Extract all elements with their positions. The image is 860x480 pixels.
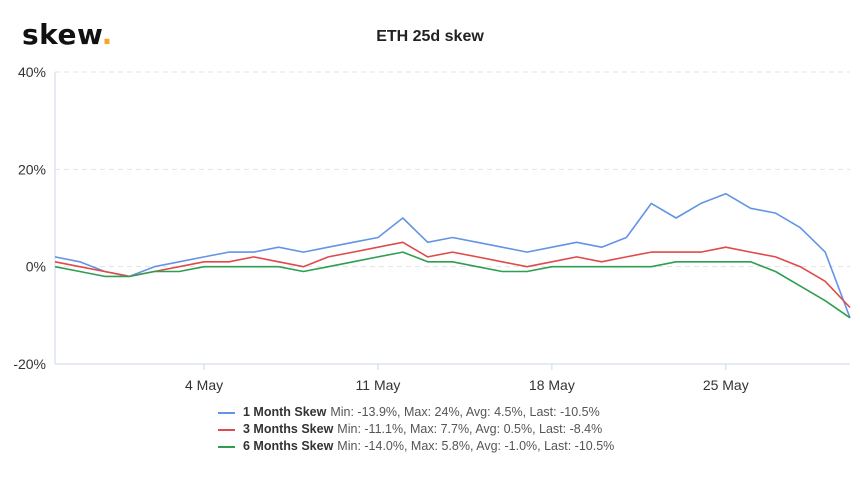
- logo-dot: .: [101, 18, 113, 51]
- x-tick-label: 18 May: [529, 377, 575, 393]
- legend-series-stats: Min: -14.0%, Max: 5.8%, Avg: -1.0%, Last…: [337, 439, 615, 453]
- y-tick-label: 40%: [18, 64, 46, 80]
- y-tick-label: 0%: [26, 259, 46, 275]
- y-tick-label: 20%: [18, 161, 46, 177]
- legend-series-stats: Min: -13.9%, Max: 24%, Avg: 4.5%, Last: …: [330, 405, 600, 419]
- y-tick-label: -20%: [13, 356, 46, 372]
- x-tick-label: 25 May: [703, 377, 749, 393]
- legend-item-1-month[interactable]: 1 Month Skew Min: -13.9%, Max: 24%, Avg:…: [218, 404, 614, 421]
- chart-legend: 1 Month Skew Min: -13.9%, Max: 24%, Avg:…: [218, 404, 614, 455]
- series-line-3-months-skew: [54, 241, 851, 309]
- legend-series-name: 1 Month Skew: [243, 405, 327, 419]
- legend-series-stats: Min: -11.1%, Max: 7.7%, Avg: 0.5%, Last:…: [337, 422, 603, 436]
- legend-series-name: 3 Months Skew: [243, 422, 334, 436]
- legend-swatch: [218, 411, 235, 414]
- legend-item-3-months[interactable]: 3 Months Skew Min: -11.1%, Max: 7.7%, Av…: [218, 421, 614, 438]
- legend-item-6-months[interactable]: 6 Months Skew Min: -14.0%, Max: 5.8%, Av…: [218, 438, 614, 455]
- legend-series-name: 6 Months Skew: [243, 439, 334, 453]
- x-tick-label: 11 May: [356, 377, 401, 393]
- skew-logo: skew.: [22, 18, 113, 51]
- legend-swatch: [218, 445, 235, 448]
- series-line-6-months-skew: [54, 251, 851, 319]
- legend-swatch: [218, 428, 235, 431]
- chart-title: ETH 25d skew: [376, 28, 484, 45]
- line-chart: -20% 0% 20% 40% 4 May 11 May 18 May 25 May: [13, 64, 851, 393]
- logo-text: skew: [22, 18, 102, 51]
- x-tick-label: 4 May: [185, 377, 223, 393]
- series-line-1-month-skew: [54, 192, 851, 319]
